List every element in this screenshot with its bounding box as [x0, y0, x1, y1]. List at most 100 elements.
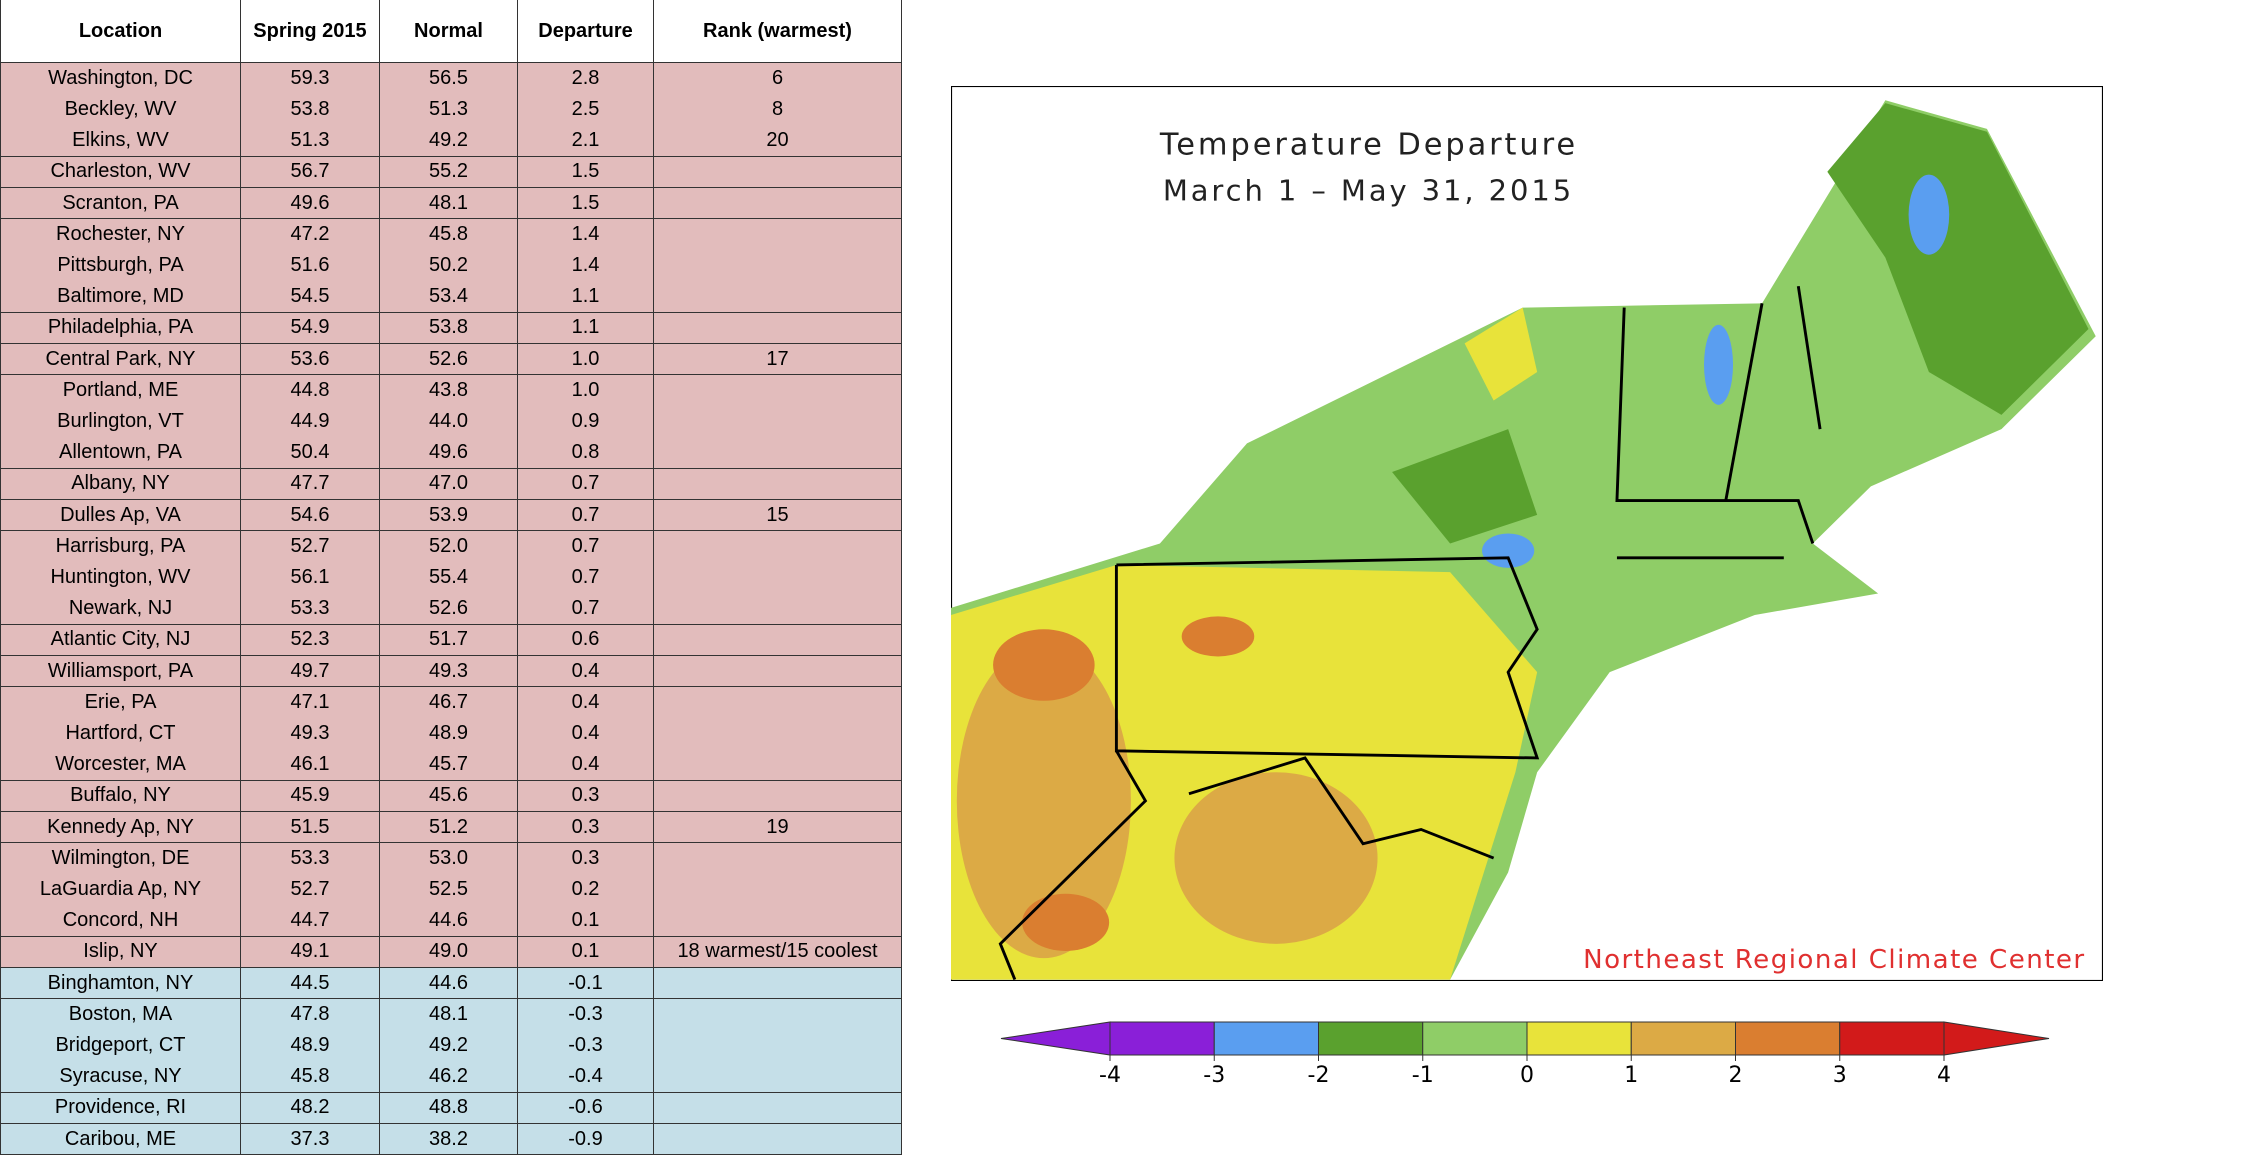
table-cell [654, 312, 902, 345]
region-dark-green [1392, 429, 1538, 544]
table-cell: 54.5 [241, 281, 380, 314]
column-header: Departure [518, 0, 654, 63]
table-cell: Central Park, NY [0, 343, 241, 376]
table-cell: 49.1 [241, 936, 380, 969]
legend-tick-label: -4 [1099, 1063, 1121, 1088]
legend-swatch [1526, 1021, 1632, 1056]
table-cell: Charleston, WV [0, 156, 241, 189]
table-cell: 47.2 [241, 219, 380, 251]
table-cell: 17 [654, 343, 902, 376]
table-cell: 51.2 [380, 811, 518, 844]
table-cell: 56.5 [380, 63, 518, 95]
legend-tick-label: -2 [1308, 1063, 1330, 1088]
region-orange [1174, 772, 1378, 944]
table-cell: 45.6 [380, 780, 518, 813]
table-cell: 1.0 [518, 375, 654, 407]
table-cell: 49.3 [380, 655, 518, 688]
table-cell: 19 [654, 811, 902, 844]
table-cell: 44.5 [241, 967, 380, 1000]
legend-tick-label: -1 [1412, 1063, 1434, 1088]
table-cell: 44.6 [380, 967, 518, 1000]
table-cell [654, 187, 902, 220]
table-cell: 47.8 [241, 999, 380, 1031]
table-cell: 46.7 [380, 687, 518, 719]
table-cell [654, 281, 902, 314]
table-cell: 1.4 [518, 219, 654, 251]
column-header: Rank (warmest) [654, 0, 902, 63]
table-cell [654, 718, 902, 750]
table-cell: Binghamton, NY [0, 967, 241, 1000]
table-cell: 53.0 [380, 843, 518, 875]
legend-swatch [1422, 1021, 1528, 1056]
table-cell: 49.2 [380, 1030, 518, 1062]
legend-swatch [1109, 1021, 1215, 1056]
table-cell: 2.1 [518, 125, 654, 158]
table-cell: Boston, MA [0, 999, 241, 1031]
table-cell [654, 687, 902, 719]
table-cell: 52.7 [241, 874, 380, 906]
table-cell: Portland, ME [0, 375, 241, 407]
legend-swatch [1318, 1021, 1424, 1056]
legend-swatch [1213, 1021, 1319, 1056]
table-cell: 0.7 [518, 562, 654, 594]
column-header: Location [0, 0, 241, 63]
table-cell: 0.3 [518, 811, 654, 844]
region-orange [1181, 616, 1255, 657]
table-cell: 56.1 [241, 562, 380, 594]
legend-tick-label: 3 [1833, 1063, 1847, 1088]
legend-tick-label: 4 [1937, 1063, 1951, 1088]
table-cell: 0.7 [518, 468, 654, 501]
table-cell: Washington, DC [0, 63, 241, 95]
table-cell: 0.2 [518, 874, 654, 906]
table-cell: Philadelphia, PA [0, 312, 241, 345]
table-cell: 45.9 [241, 780, 380, 813]
table-cell: Worcester, MA [0, 749, 241, 782]
map: Temperature Departure March 1 – May 31, … [951, 86, 2103, 981]
table-cell: 8 [654, 94, 902, 126]
table-cell: Rochester, NY [0, 219, 241, 251]
table-cell [654, 749, 902, 782]
table-cell: 45.7 [380, 749, 518, 782]
table-cell [654, 999, 902, 1031]
table-cell [654, 1123, 902, 1156]
table-cell: 49.7 [241, 655, 380, 688]
table-cell: Dulles Ap, VA [0, 499, 241, 532]
table-cell: 0.7 [518, 593, 654, 626]
table-cell: -0.3 [518, 999, 654, 1031]
table-cell [654, 593, 902, 626]
legend-swatch [1630, 1021, 1736, 1056]
table-cell: 52.6 [380, 343, 518, 376]
table-cell: 44.6 [380, 905, 518, 938]
region-dark-green [1827, 103, 2089, 415]
table-cell: 1.5 [518, 187, 654, 220]
table-cell: 47.7 [241, 468, 380, 501]
table-cell: 54.9 [241, 312, 380, 345]
column-header: Normal [380, 0, 518, 63]
table-cell: 0.6 [518, 624, 654, 657]
table-cell [654, 562, 902, 594]
table-cell: 52.7 [241, 531, 380, 563]
table-cell: 0.9 [518, 406, 654, 438]
table-cell: 0.3 [518, 843, 654, 875]
table-cell: Wilmington, DE [0, 843, 241, 875]
table-cell: -0.4 [518, 1061, 654, 1094]
table-cell: 53.9 [380, 499, 518, 532]
table-cell: 50.2 [380, 250, 518, 282]
table-cell: -0.3 [518, 1030, 654, 1062]
region-orange [993, 629, 1095, 701]
table-cell: Islip, NY [0, 936, 241, 969]
table-cell: Williamsport, PA [0, 655, 241, 688]
table-cell: 50.4 [241, 437, 380, 470]
state-border [1188, 756, 1495, 860]
table-cell: 0.4 [518, 749, 654, 782]
legend-tick-label: -3 [1203, 1063, 1225, 1088]
table-cell: 48.1 [380, 999, 518, 1031]
table-cell: 20 [654, 125, 902, 158]
column-header: Spring 2015 [241, 0, 380, 63]
table-cell: Erie, PA [0, 687, 241, 719]
legend-tick-label: 0 [1520, 1063, 1534, 1088]
table-cell: 53.6 [241, 343, 380, 376]
table-cell: 49.0 [380, 936, 518, 969]
table-cell: 48.8 [380, 1092, 518, 1125]
